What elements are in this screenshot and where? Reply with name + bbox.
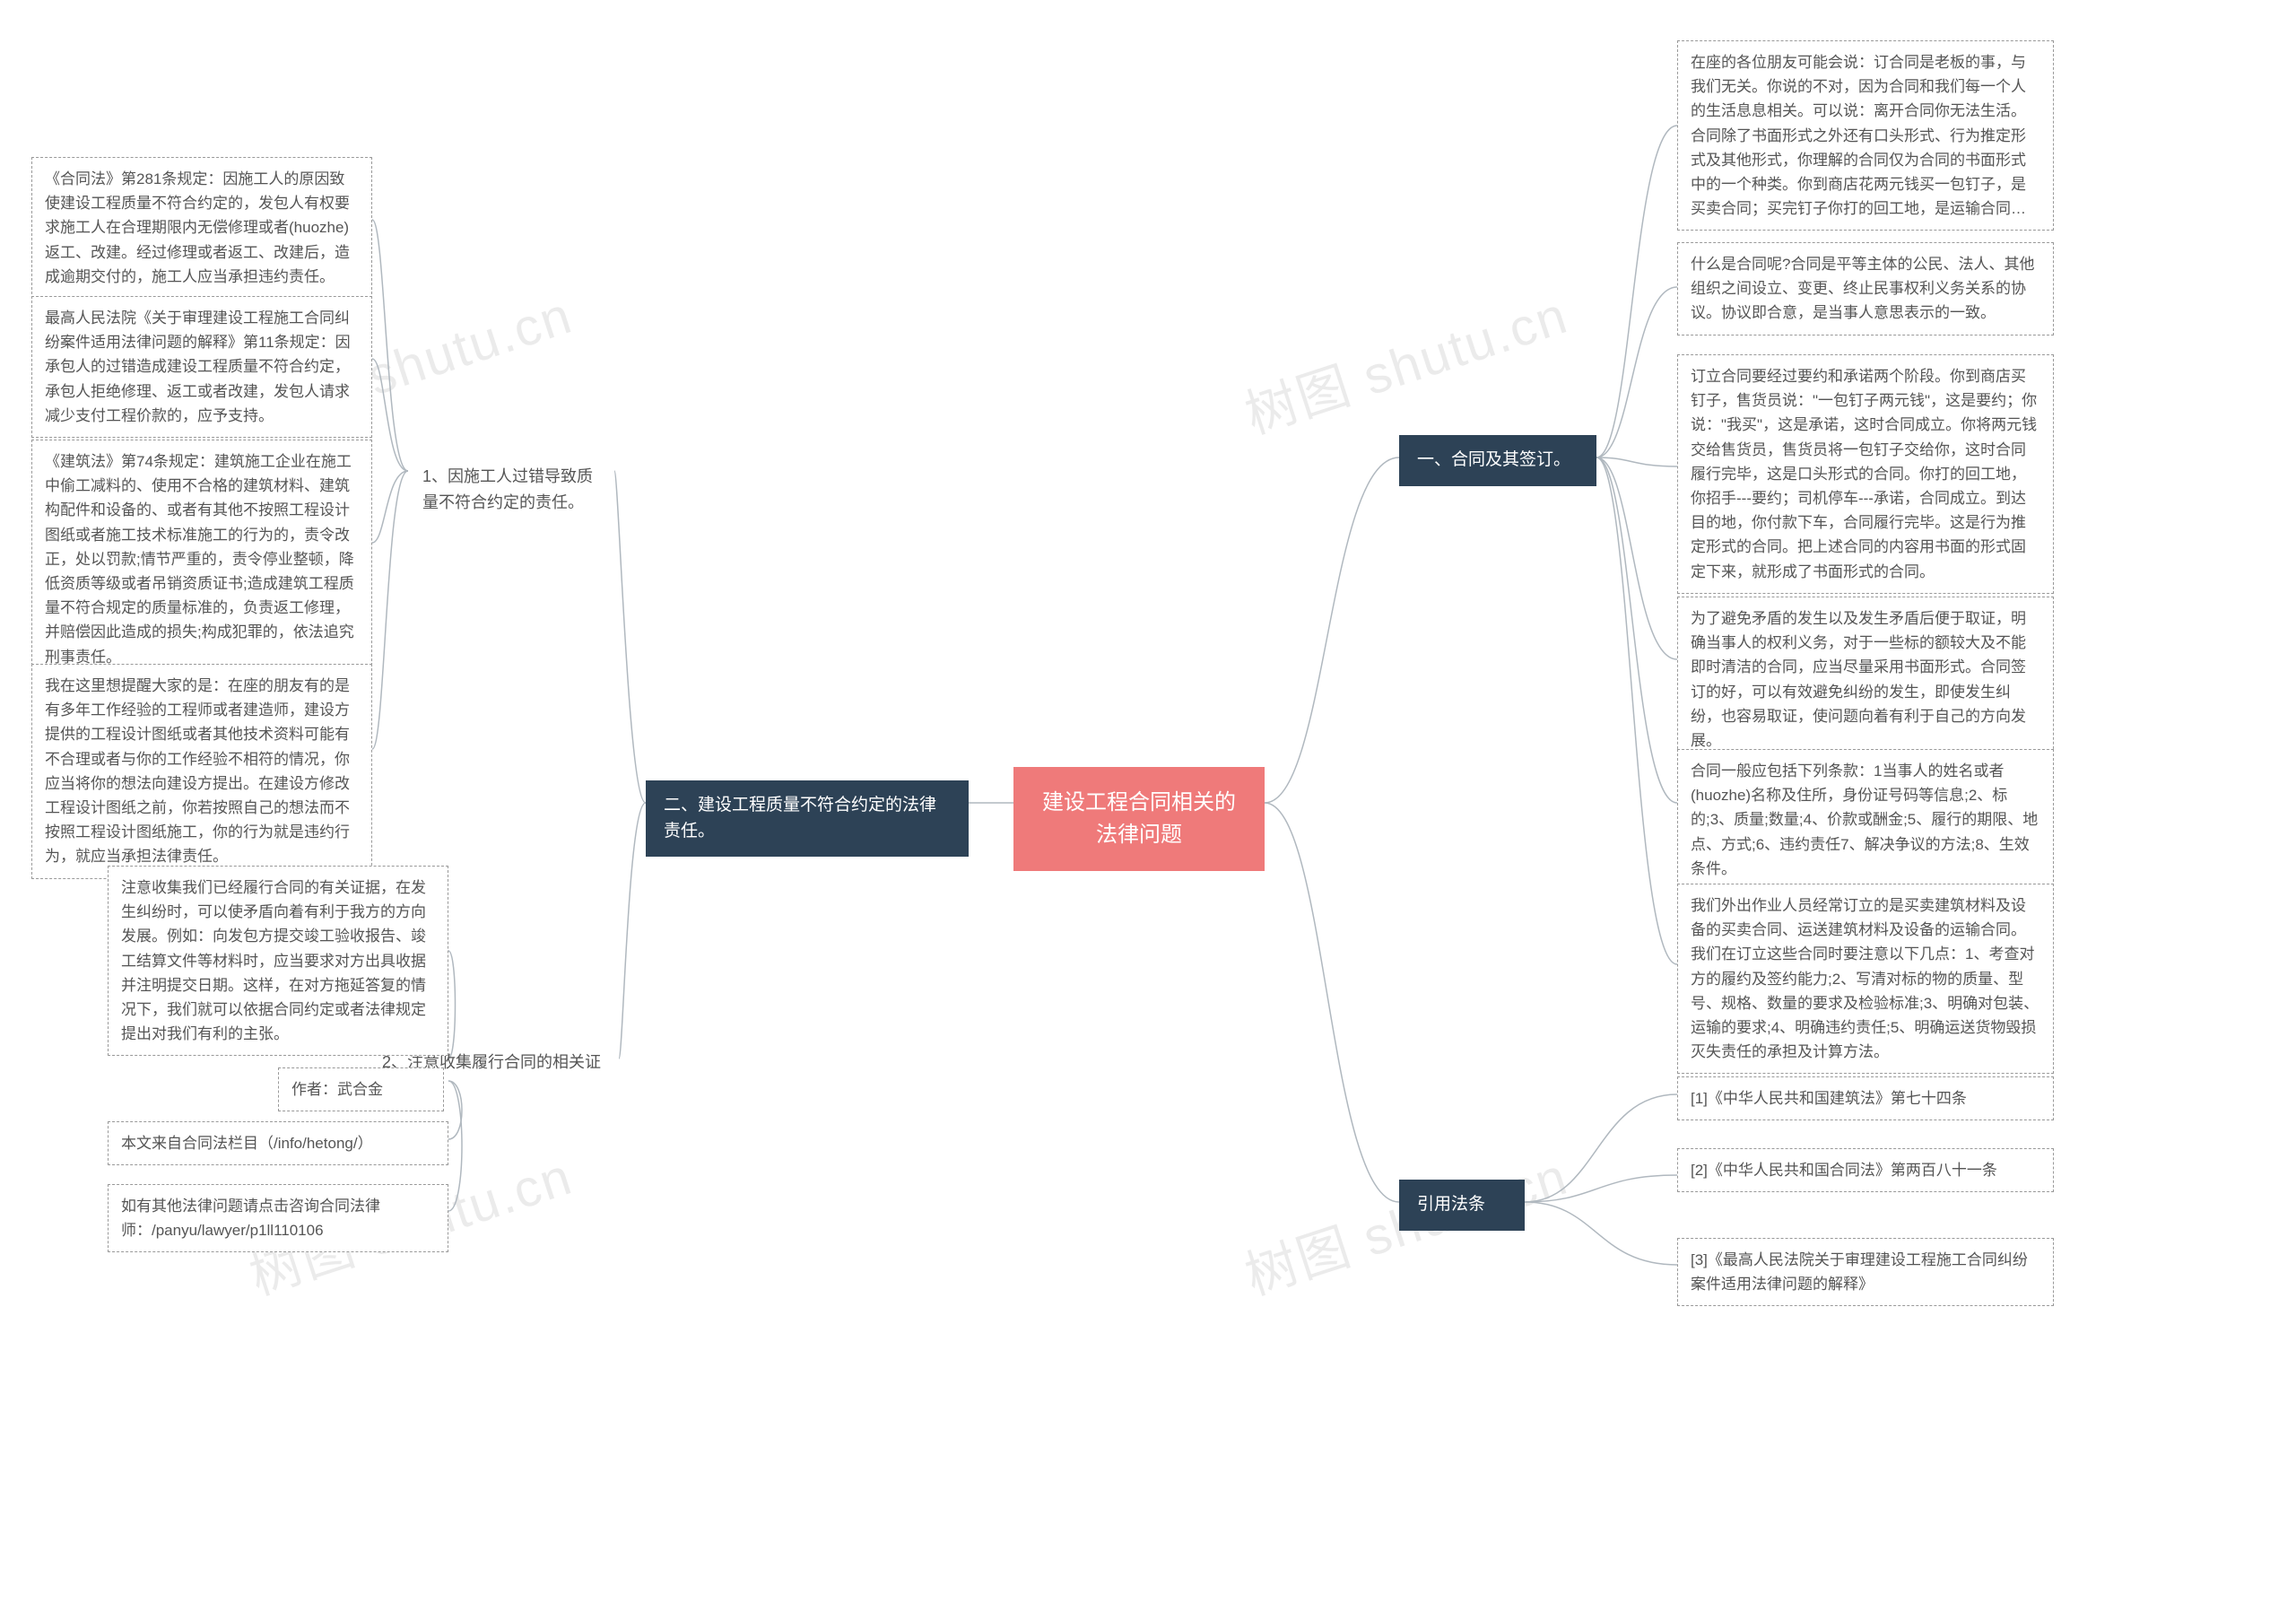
branch-legal-references[interactable]: 引用法条 [1399, 1180, 1525, 1231]
leaf-author: 作者：武合金 [278, 1067, 444, 1111]
leaf-source: 本文来自合同法栏目（/info/hetong/） [108, 1121, 448, 1165]
leaf-node: 我们外出作业人员经常订立的是买卖建筑材料及设备的买卖合同、运送建筑材料及设备的运… [1677, 884, 2054, 1074]
leaf-node: [3]《最高人民法院关于审理建设工程施工合同纠纷案件适用法律问题的解释》 [1677, 1238, 2054, 1306]
leaf-node: 我在这里想提醒大家的是：在座的朋友有的是有多年工作经验的工程师或者建造师，建设方… [31, 664, 372, 879]
leaf-node: 注意收集我们已经履行合同的有关证据，在发生纠纷时，可以使矛盾向着有利于我方的方向… [108, 866, 448, 1056]
root-node[interactable]: 建设工程合同相关的法律问题 [1013, 767, 1265, 871]
leaf-node: 《合同法》第281条规定：因施工人的原因致使建设工程质量不符合约定的，发包人有权… [31, 157, 372, 299]
leaf-node: 什么是合同呢?合同是平等主体的公民、法人、其他组织之间设立、变更、终止民事权利义… [1677, 242, 2054, 335]
leaf-node: 订立合同要经过要约和承诺两个阶段。你到商店买钉子，售货员说："一包钉子两元钱"，… [1677, 354, 2054, 594]
leaf-node: 最高人民法院《关于审理建设工程施工合同纠纷案件适用法律问题的解释》第11条规定：… [31, 296, 372, 438]
branch-quality-liability[interactable]: 二、建设工程质量不符合约定的法律责任。 [646, 780, 969, 857]
leaf-node: 为了避免矛盾的发生以及发生矛盾后便于取证，明确当事人的权利义务，对于一些标的额较… [1677, 597, 2054, 762]
leaf-node: [2]《中华人民共和国合同法》第两百八十一条 [1677, 1148, 2054, 1192]
watermark: 树图 shutu.cn [1234, 273, 1576, 448]
leaf-node: 在座的各位朋友可能会说：订合同是老板的事，与我们无关。你说的不对，因为合同和我们… [1677, 40, 2054, 231]
branch-contract-signing[interactable]: 一、合同及其签订。 [1399, 435, 1596, 486]
leaf-node: 《建筑法》第74条规定：建筑施工企业在施工中偷工减料的、使用不合格的建筑材料、建… [31, 440, 372, 679]
leaf-lawyer-link: 如有其他法律问题请点击咨询合同法律师：/panyu/lawyer/p1ll110… [108, 1184, 448, 1252]
leaf-node: [1]《中华人民共和国建筑法》第七十四条 [1677, 1076, 2054, 1120]
sub-node-constructor-fault[interactable]: 1、因施工人过错导致质量不符合约定的责任。 [408, 453, 614, 527]
leaf-node: 合同一般应包括下列条款：1当事人的姓名或者(huozhe)名称及住所，身份证号码… [1677, 749, 2054, 891]
